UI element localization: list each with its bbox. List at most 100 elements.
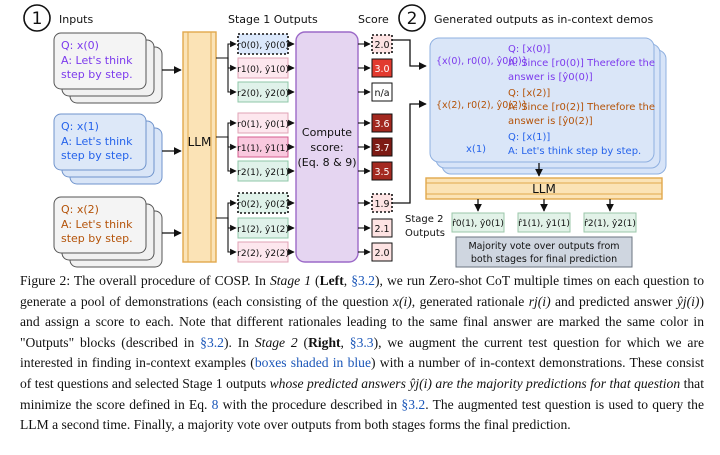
caption-y-j: ŷj(i) (676, 293, 700, 309)
input-answer-2-line1: A: Let's think (61, 218, 133, 231)
caption-text1: ), we run Zero-shot CoT multiple times o… (20, 273, 704, 309)
fan-arrow (216, 119, 237, 138)
inputs-label: Inputs (59, 13, 93, 26)
stage2-output-0-label: r̂0(1), ŷ0(1) (452, 218, 504, 229)
input-answer-0-line1: A: Let's think (61, 54, 133, 67)
stage1-output-label: r2(0), ŷ2(0) (237, 89, 289, 99)
score-box (371, 161, 393, 181)
score-box (371, 58, 393, 78)
stage2-output-1-label: r̂1(1), ŷ1(1) (518, 218, 570, 229)
stage1-output-label: r2(1), ŷ2(1) (237, 168, 289, 178)
input-question-0: Q: x(0) (61, 39, 99, 52)
score-list: 2.0 3.0 n/a 3.6 3.7 3.5 1.9 2.1 2.0 (358, 34, 393, 262)
score-value: 3.5 (374, 167, 389, 178)
llm-label-stage1: LLM (188, 135, 212, 149)
input-question-1: Q: x(1) (61, 120, 99, 133)
input-answer-1-line2: step by step. (61, 149, 133, 162)
input-answer-1-line1: A: Let's think (61, 135, 133, 148)
compute-score-box: Compute score: (Eq. 8 & 9) (295, 31, 359, 263)
stage1-output-label: r0(1), ŷ0(1) (237, 120, 289, 130)
compute-score-line3: (Eq. 8 & 9) (297, 156, 356, 169)
input-stack-1: Q: x(1) A: Let's think step by step. (53, 113, 163, 185)
majority-vote-box: Majority vote over outputs from both sta… (455, 236, 633, 268)
cosp-figure: 1 Inputs Q: x(0) A: Let's think step by … (23, 4, 667, 268)
score-box (371, 137, 393, 157)
stage1-output-list: r0(0), ŷ0(0) r1(0), ŷ1(0) r2(0), ŷ2(0) r0(1… (237, 33, 295, 263)
majority-vote-line1: Majority vote over outputs from (468, 241, 619, 252)
stage1-output-label: r0(0), ŷ0(0) (237, 41, 289, 51)
input-stack-2: Q: x(2) A: Let's think step by step. (53, 196, 163, 268)
stage1-outputs-label: Stage 1 Outputs (228, 13, 318, 26)
caption-link-eq8[interactable]: 8 (211, 396, 219, 412)
stage2-output-0: r̂0(1), ŷ0(1) (451, 212, 505, 233)
llm-label-stage2: LLM (532, 182, 556, 196)
compute-score-line1: Compute (302, 126, 352, 139)
score-box (371, 218, 393, 238)
fan-arrow (216, 136, 237, 151)
step-1-number: 1 (32, 9, 43, 29)
stage2-output-2-label: r̂2(1), ŷ2(1) (584, 218, 636, 229)
demo-question-1: Q: [x(2)] (508, 88, 550, 99)
demo-answer-0-line2: answer is [ŷ0(0)] (508, 71, 593, 83)
stage2-outputs-label-line1: Stage 2 (405, 214, 443, 225)
fan-arrow (216, 217, 237, 232)
step-1-badge: 1 (23, 4, 51, 32)
demo-set-1: {x(2), r0(2), ŷ0(2)} (436, 100, 528, 111)
stage1-output-label: r1(0), ŷ1(0) (237, 65, 289, 75)
test-variable: x(1) (466, 144, 486, 155)
score-value: 2.0 (374, 40, 389, 51)
llm-stage1: LLM (182, 31, 217, 263)
score-box (371, 113, 393, 133)
demo-answer-1-line1: A: Since [r0(2)] Therefore the (508, 102, 655, 113)
caption-left: Left (319, 273, 344, 288)
fan-arrow (216, 57, 237, 72)
caption-link-sec32c[interactable]: §3.2 (401, 396, 426, 412)
score-value: 1.9 (374, 199, 389, 210)
score-value: 3.0 (374, 64, 389, 75)
test-answer: A: Let's think step by step. (508, 146, 641, 157)
demo-answer-0-line1: A: Since [r0(0)] Therefore the (508, 58, 655, 69)
caption-italic1: whose predicted answers (269, 375, 410, 391)
stage1-arrows (216, 40, 237, 256)
caption-link-sec32b[interactable]: §3.2 (200, 334, 224, 350)
stage2-output-2: r̂2(1), ŷ2(1) (583, 212, 637, 233)
score-box (371, 242, 393, 262)
score-value: 2.1 (374, 224, 389, 235)
demo-stack: {x(0), r0(0), ŷ0(0)} Q: [x(0)] A: Since … (429, 37, 667, 175)
score-label: Score (358, 13, 389, 26)
demo-set-0: {x(0), r0(0), ŷ0(0)} (436, 56, 528, 67)
fan-arrow (216, 199, 237, 219)
demo-question-0: Q: [x(0)] (508, 44, 550, 55)
stage1-output-label: r1(1), ŷ1(1) (237, 144, 289, 154)
fan-arrow (216, 136, 237, 175)
caption-text10: with the procedure described in (218, 396, 402, 412)
demo-answer-1-line2: answer is [ŷ0(2)] (508, 115, 593, 127)
caption-stage1: Stage 1 (269, 273, 311, 288)
step-2-number: 2 (407, 9, 418, 29)
caption-link-sec33[interactable]: §3.3 (349, 334, 374, 350)
caption-boxes-blue: boxes shaded in blue (254, 355, 371, 371)
stage1-output-label: r2(2), ŷ2(2) (237, 249, 289, 259)
majority-vote-line2: both stages for final prediction (471, 254, 617, 265)
caption-stage1-paren: ( (311, 273, 320, 288)
caption-text2: , generated rationale (411, 293, 529, 309)
caption-text6: ( (297, 334, 309, 350)
llm-stage2: LLM (425, 177, 663, 200)
fan-arrow (216, 40, 237, 59)
score-value: 2.0 (374, 248, 389, 259)
input-stack-0: Q: x(0) A: Let's think step by step. (53, 32, 163, 104)
caption-link-sec32a[interactable]: §3.2 (351, 273, 375, 288)
caption-r-j: rj(i) (528, 293, 551, 309)
score-box (371, 34, 393, 54)
caption-text6b: , (340, 334, 350, 350)
figure-caption: Figure 2: The overall procedure of COSP.… (20, 273, 705, 433)
score-value: n/a (374, 88, 389, 99)
input-answer-0-line2: step by step. (61, 68, 133, 81)
caption-x-i: x(i) (392, 293, 412, 309)
score-value: 3.7 (374, 143, 389, 154)
caption-y-j2: ŷj(i) (409, 375, 432, 391)
generated-outputs-label: Generated outputs as in-context demos (434, 13, 653, 26)
caption-text3: and predicted answer (550, 293, 677, 309)
caption-text8: ) with a number of in-context demonstrat… (20, 355, 705, 391)
input-answer-2-line2: step by step. (61, 232, 133, 245)
